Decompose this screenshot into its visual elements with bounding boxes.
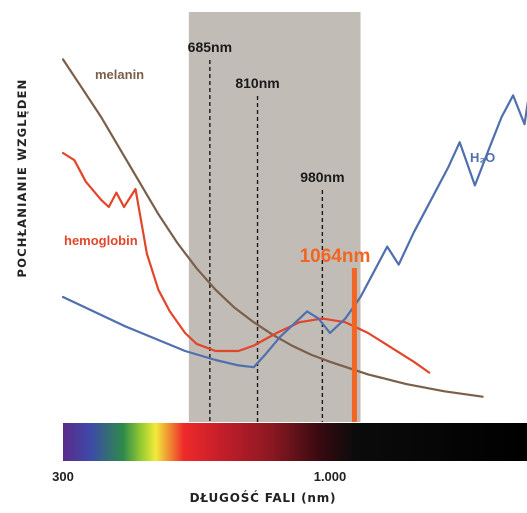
series-label-hemoglobin: hemoglobin	[64, 233, 138, 248]
series-line-melanin	[61, 58, 484, 398]
marker-label-810: 810nm	[235, 75, 279, 91]
x-tick-label: 300	[52, 469, 74, 484]
spectrum-bar	[63, 423, 527, 461]
highlight-band	[188, 12, 361, 422]
series-line-hemoglobin	[61, 151, 431, 374]
marker-label-980: 980nm	[300, 169, 344, 185]
series-label-melanin: melanin	[95, 67, 144, 82]
x-tick-label: 1.000	[314, 469, 347, 484]
series-label-ho: H₂O	[470, 150, 495, 165]
marker-label-685: 685nm	[188, 39, 232, 55]
x-axis-label: DŁUGOŚĆ FALI (nm)	[190, 490, 337, 505]
laser-label: 1064nm	[300, 246, 371, 267]
y-axis-label: POCHŁANIANIE WZGLĘDEN	[15, 79, 29, 278]
